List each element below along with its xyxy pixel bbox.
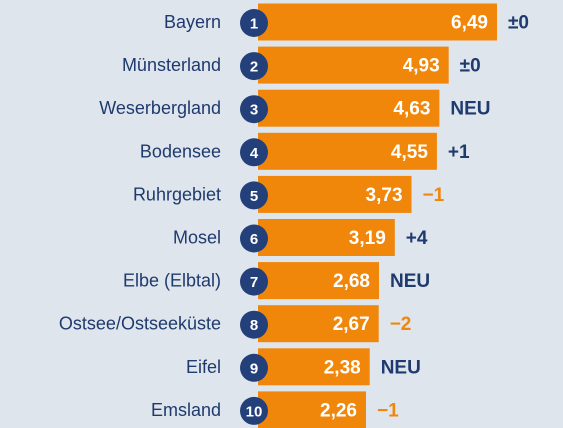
rank-number: 10 bbox=[246, 403, 263, 420]
rank-badge bbox=[240, 396, 268, 425]
category-label: Weserbergland bbox=[99, 98, 221, 118]
change-label: NEU bbox=[390, 271, 430, 292]
bar bbox=[258, 3, 497, 41]
value-label: 4,63 bbox=[393, 99, 430, 120]
value-label: 4,55 bbox=[391, 142, 428, 163]
value-label: 3,19 bbox=[349, 228, 386, 249]
rank-badge bbox=[240, 353, 268, 382]
category-label: Elbe (Elbtal) bbox=[123, 271, 221, 291]
rank-number: 5 bbox=[250, 188, 258, 205]
rank-number: 8 bbox=[250, 317, 258, 334]
change-label: +1 bbox=[448, 142, 470, 163]
bar bbox=[258, 175, 412, 213]
value-label: 2,68 bbox=[333, 271, 370, 292]
bar bbox=[258, 262, 380, 300]
rank-number: 3 bbox=[250, 102, 258, 119]
rank-number: 4 bbox=[250, 145, 259, 162]
change-label: ±0 bbox=[460, 56, 481, 77]
rank-badge bbox=[240, 138, 268, 167]
change-label: NEU bbox=[450, 99, 490, 120]
bar bbox=[258, 391, 366, 428]
category-label: Bayern bbox=[164, 12, 221, 32]
category-label: Ostsee/Ostseeküste bbox=[59, 314, 221, 334]
value-label: 2,38 bbox=[324, 357, 361, 378]
rank-number: 1 bbox=[250, 16, 258, 33]
bar bbox=[258, 348, 370, 386]
rank-badge bbox=[240, 310, 268, 339]
change-label: −1 bbox=[423, 185, 445, 206]
rank-badge bbox=[240, 224, 268, 253]
bar bbox=[258, 219, 395, 256]
rank-number: 6 bbox=[250, 231, 258, 248]
category-label: Emsland bbox=[151, 400, 221, 420]
category-label: Eifel bbox=[186, 357, 221, 377]
category-label: Mosel bbox=[173, 228, 221, 248]
rank-number: 7 bbox=[250, 274, 258, 291]
category-label: Ruhrgebiet bbox=[133, 184, 221, 204]
value-label: 6,49 bbox=[451, 13, 488, 34]
value-label: 4,93 bbox=[403, 56, 440, 77]
rank-badge bbox=[240, 267, 268, 296]
bar bbox=[258, 89, 440, 127]
value-label: 2,26 bbox=[320, 400, 357, 421]
rank-badge bbox=[240, 95, 268, 124]
category-label: Bodensee bbox=[140, 141, 221, 161]
value-label: 3,73 bbox=[366, 185, 403, 206]
rank-badge bbox=[240, 9, 268, 37]
rank-badge bbox=[240, 52, 268, 81]
change-label: −2 bbox=[390, 314, 412, 335]
rank-number: 2 bbox=[250, 59, 258, 76]
bar bbox=[258, 305, 379, 343]
change-label: −1 bbox=[377, 400, 399, 421]
bar bbox=[258, 46, 449, 84]
change-label: ±0 bbox=[508, 13, 529, 34]
bar bbox=[258, 132, 437, 170]
rank-badge bbox=[240, 181, 268, 210]
rank-number: 9 bbox=[250, 360, 258, 377]
change-label: +4 bbox=[406, 228, 428, 249]
change-label: NEU bbox=[381, 357, 421, 378]
category-label: Münsterland bbox=[122, 55, 221, 75]
value-label: 2,67 bbox=[333, 314, 370, 335]
